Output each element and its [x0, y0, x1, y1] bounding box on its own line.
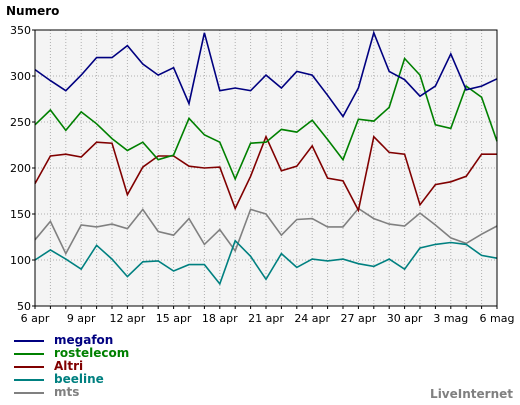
series-line-rostelecom: [34, 56, 498, 182]
y-tick-label: 100: [10, 254, 31, 267]
x-tick-label: 9 apr: [67, 312, 96, 325]
legend-swatch-beeline: [14, 379, 44, 381]
plot-border: [34, 29, 498, 307]
legend-label-megafon: megafon: [54, 333, 114, 347]
x-tick-label: 6 apr: [21, 312, 50, 325]
y-tick-label: 50: [17, 300, 31, 313]
legend-swatch-rostelecom: [14, 353, 44, 355]
liveinternet-watermark: LiveInternet: [430, 387, 513, 401]
series-lines: [34, 30, 498, 286]
x-tick-label: 27 apr: [341, 312, 377, 325]
y-axis: 50 100 150 200 250 300 350: [10, 24, 35, 313]
x-tick-label: 18 apr: [202, 312, 238, 325]
x-tick-label: 12 apr: [110, 312, 146, 325]
x-tick-label: 24 apr: [294, 312, 330, 325]
legend-swatch-mts: [14, 392, 44, 394]
legend-item-mts: mts: [12, 385, 252, 399]
legend-label-mts: mts: [54, 385, 80, 399]
x-tick-label: 15 apr: [156, 312, 192, 325]
series-line-mts: [34, 207, 498, 256]
legend-label-altri: Altri: [54, 359, 84, 373]
x-axis: 6 apr 9 apr 12 apr 15 apr 18 apr 21 apr 24 apr…: [21, 306, 515, 325]
series-line-beeline: [34, 239, 498, 286]
legend-label-rostelecom: rostelecom: [54, 346, 130, 360]
legend: megafon rostelecom Altri beeline mts: [12, 333, 252, 399]
y-tick-label: 250: [10, 116, 31, 129]
line-chart: 50 100 150 200 250 300 350 6 apr 9 apr 12 apr 15 …: [10, 24, 515, 325]
y-tick-label: 350: [10, 24, 31, 37]
legend-swatch-megafon: [14, 340, 44, 342]
y-tick-label: 150: [10, 208, 31, 221]
y-tick-label: 300: [10, 70, 31, 83]
legend-item-megafon: megafon: [12, 333, 252, 347]
legend-swatch-altri: [14, 366, 44, 368]
x-tick-label: 21 apr: [248, 312, 284, 325]
legend-item-altri: Altri: [12, 359, 252, 373]
legend-item-rostelecom: rostelecom: [12, 346, 252, 360]
y-tick-label: 200: [10, 162, 31, 175]
y-axis-title: Numero: [6, 4, 60, 18]
series-line-megafon: [34, 30, 498, 118]
legend-item-beeline: beeline: [12, 372, 252, 386]
x-tick-label: 30 apr: [387, 312, 423, 325]
x-tick-label: 3 mag: [433, 312, 468, 325]
legend-label-beeline: beeline: [54, 372, 104, 386]
x-tick-label: 6 mag: [480, 312, 515, 325]
series-line-altri: [34, 134, 497, 213]
